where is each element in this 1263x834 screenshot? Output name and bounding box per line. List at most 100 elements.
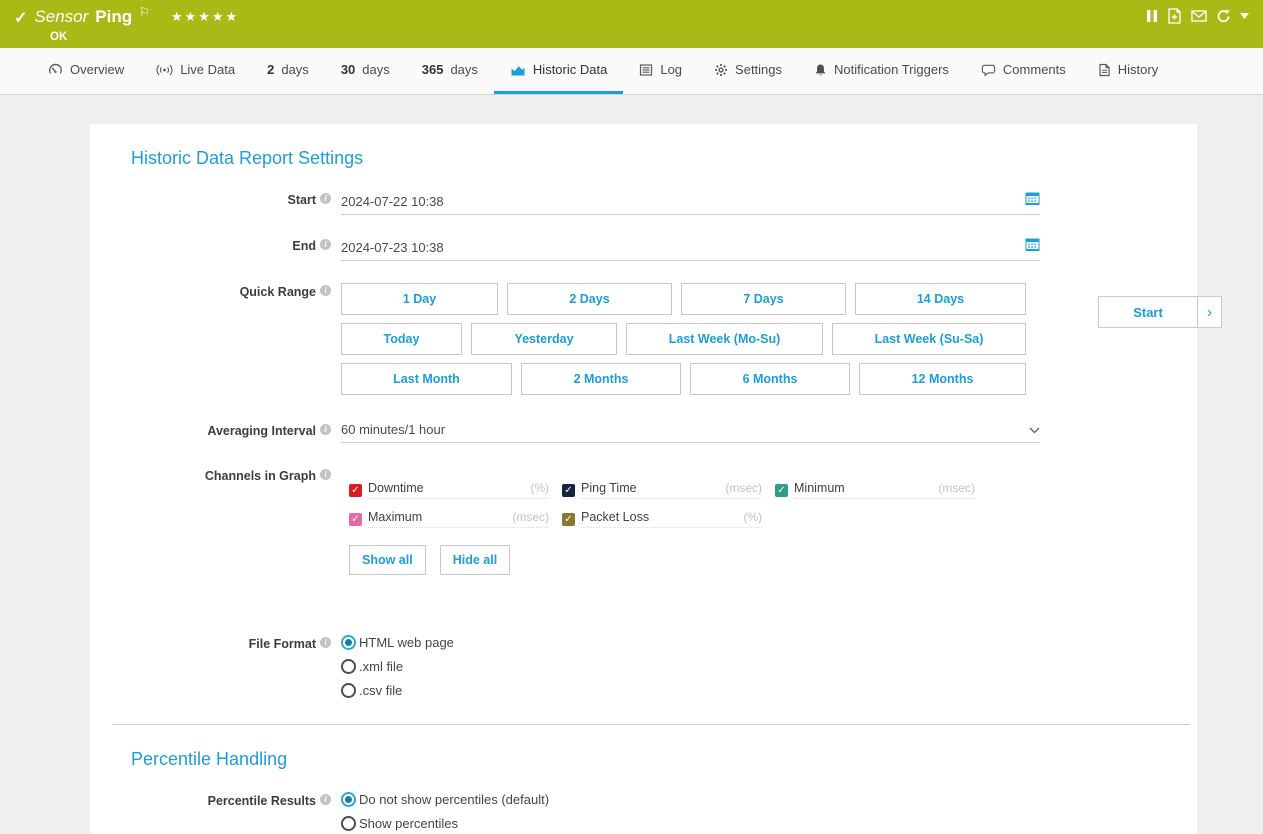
gear-icon bbox=[714, 63, 728, 77]
info-icon[interactable]: i bbox=[320, 423, 331, 435]
tab-day-count: 365 bbox=[421, 62, 444, 77]
channel-name: Packet Loss bbox=[581, 510, 650, 524]
file-format-csv-option[interactable]: .csv file bbox=[341, 683, 1040, 698]
quick-range-2-months-button[interactable]: 2 Months bbox=[521, 363, 681, 395]
settings-card: Historic Data Report Settings Start i 202… bbox=[90, 124, 1197, 834]
status-ok-icon: ✓ bbox=[14, 10, 28, 27]
quick-range-today-button[interactable]: Today bbox=[341, 323, 462, 355]
pause-icon[interactable] bbox=[1146, 9, 1158, 23]
channels-in-graph-label: Channels in Graph bbox=[204, 469, 316, 483]
tab-label: days bbox=[450, 62, 478, 77]
channel-downtime: ✓ Downtime (%) bbox=[349, 481, 549, 499]
quick-range-last-week-su-sa-button[interactable]: Last Week (Su-Sa) bbox=[832, 323, 1026, 355]
channel-packet-loss: ✓ Packet Loss (%) bbox=[562, 510, 762, 528]
quick-range-12-months-button[interactable]: 12 Months bbox=[859, 363, 1026, 395]
calendar-icon[interactable] bbox=[1025, 191, 1040, 209]
tab-label: Notification Triggers bbox=[834, 62, 949, 77]
tab-day-count: 2 bbox=[267, 62, 275, 77]
tab-live-data[interactable]: Live Data bbox=[140, 48, 251, 94]
tab-comments[interactable]: Comments bbox=[965, 48, 1082, 94]
channel-ping-time: ✓ Ping Time (msec) bbox=[562, 481, 762, 499]
averaging-interval-select[interactable]: 60 minutes/1 hour bbox=[341, 422, 1040, 443]
calendar-icon[interactable] bbox=[1025, 237, 1040, 255]
quick-range-1-day-button[interactable]: 1 Day bbox=[341, 283, 498, 315]
tab-overview[interactable]: Overview bbox=[32, 48, 140, 94]
quick-range-14-days-button[interactable]: 14 Days bbox=[855, 283, 1026, 315]
page-content: Historic Data Report Settings Start i 202… bbox=[0, 95, 1263, 834]
channel-maximum: ✓ Maximum (msec) bbox=[349, 510, 549, 528]
radio-button[interactable] bbox=[341, 792, 356, 807]
tab-label: Log bbox=[660, 62, 683, 77]
tab-label: days bbox=[281, 62, 309, 77]
quick-range-last-week-mo-su-button[interactable]: Last Week (Mo-Su) bbox=[626, 323, 823, 355]
tab-settings[interactable]: Settings bbox=[698, 48, 798, 94]
end-datetime-field[interactable]: 2024-07-23 10:38 bbox=[341, 237, 1040, 261]
start-report-arrow-button[interactable]: › bbox=[1197, 296, 1222, 328]
tab-day-count: 30 bbox=[340, 62, 356, 77]
end-datetime-value: 2024-07-23 10:38 bbox=[341, 240, 444, 255]
channel-checkbox[interactable]: ✓ bbox=[349, 483, 362, 497]
quick-range-label: Quick Range bbox=[239, 285, 316, 299]
start-report-button[interactable]: Start bbox=[1098, 296, 1198, 328]
channel-checkbox[interactable]: ✓ bbox=[562, 483, 575, 497]
quick-range-row: Quick Range i 1 Day 2 Days 7 Days 14 Days… bbox=[131, 283, 1197, 395]
add-report-icon[interactable] bbox=[1167, 8, 1182, 24]
radio-label: HTML web page bbox=[359, 635, 454, 650]
email-icon[interactable] bbox=[1191, 10, 1207, 22]
sensor-header: ✓ Sensor Ping ⚐ ★★★★★ OK bbox=[0, 0, 1263, 48]
tab-historic-data[interactable]: Historic Data bbox=[493, 48, 624, 94]
info-icon[interactable]: i bbox=[320, 468, 331, 480]
quick-range-2-days-button[interactable]: 2 Days bbox=[507, 283, 672, 315]
channel-checkbox[interactable]: ✓ bbox=[562, 512, 575, 526]
info-icon[interactable]: i bbox=[320, 793, 331, 805]
radio-button[interactable] bbox=[341, 816, 356, 831]
info-icon[interactable]: i bbox=[320, 238, 331, 250]
channel-checkbox[interactable]: ✓ bbox=[349, 512, 362, 526]
channel-name: Maximum bbox=[368, 510, 423, 524]
info-icon[interactable]: i bbox=[320, 192, 331, 204]
file-format-html-option[interactable]: HTML web page bbox=[341, 635, 1040, 650]
info-icon[interactable]: i bbox=[320, 284, 331, 296]
radio-button[interactable] bbox=[341, 635, 356, 650]
tab-365-days[interactable]: 365 days bbox=[406, 48, 494, 94]
percentile-show-option[interactable]: Show percentiles bbox=[341, 816, 1040, 831]
channel-checkbox[interactable]: ✓ bbox=[775, 483, 788, 497]
hide-all-button[interactable]: Hide all bbox=[439, 545, 511, 575]
history-page-icon bbox=[1098, 63, 1111, 77]
flag-icon[interactable]: ⚐ bbox=[139, 5, 150, 19]
percentile-hide-option[interactable]: Do not show percentiles (default) bbox=[341, 792, 1040, 807]
channel-name: Minimum bbox=[794, 481, 845, 495]
radio-label: .xml file bbox=[359, 659, 404, 674]
tab-2-days[interactable]: 2 days bbox=[251, 48, 325, 94]
tab-label: Comments bbox=[1002, 62, 1066, 77]
quick-range-6-months-button[interactable]: 6 Months bbox=[690, 363, 850, 395]
tab-log[interactable]: Log bbox=[623, 48, 698, 94]
end-label: End bbox=[292, 239, 316, 253]
radio-button[interactable] bbox=[341, 683, 356, 698]
channel-unit: (%) bbox=[530, 481, 549, 495]
radio-button[interactable] bbox=[341, 659, 356, 674]
tab-history[interactable]: History bbox=[1082, 48, 1174, 94]
quick-range-last-month-button[interactable]: Last Month bbox=[341, 363, 512, 395]
priority-stars[interactable]: ★★★★★ bbox=[170, 9, 240, 24]
tab-30-days[interactable]: 30 days bbox=[325, 48, 406, 94]
start-datetime-field[interactable]: 2024-07-22 10:38 bbox=[341, 191, 1040, 215]
chevron-down-icon bbox=[1029, 422, 1040, 437]
info-icon[interactable]: i bbox=[320, 636, 331, 648]
refresh-icon[interactable] bbox=[1216, 9, 1231, 24]
tab-notification-triggers[interactable]: Notification Triggers bbox=[798, 48, 965, 94]
caret-down-icon[interactable] bbox=[1240, 13, 1249, 19]
radio-label: Show percentiles bbox=[359, 816, 458, 831]
tab-label: History bbox=[1117, 62, 1159, 77]
averaging-interval-label: Averaging Interval bbox=[207, 424, 316, 438]
status-badge: OK bbox=[50, 31, 68, 43]
quick-range-7-days-button[interactable]: 7 Days bbox=[681, 283, 846, 315]
show-all-button[interactable]: Show all bbox=[349, 545, 426, 575]
file-format-xml-option[interactable]: .xml file bbox=[341, 659, 1040, 674]
live-signal-icon bbox=[156, 63, 173, 77]
start-row: Start i 2024-07-22 10:38 bbox=[131, 191, 1197, 215]
quick-range-yesterday-button[interactable]: Yesterday bbox=[471, 323, 617, 355]
tab-label: Historic Data bbox=[532, 62, 608, 77]
percentile-results-label: Percentile Results bbox=[207, 794, 316, 808]
channel-name: Downtime bbox=[368, 481, 424, 495]
